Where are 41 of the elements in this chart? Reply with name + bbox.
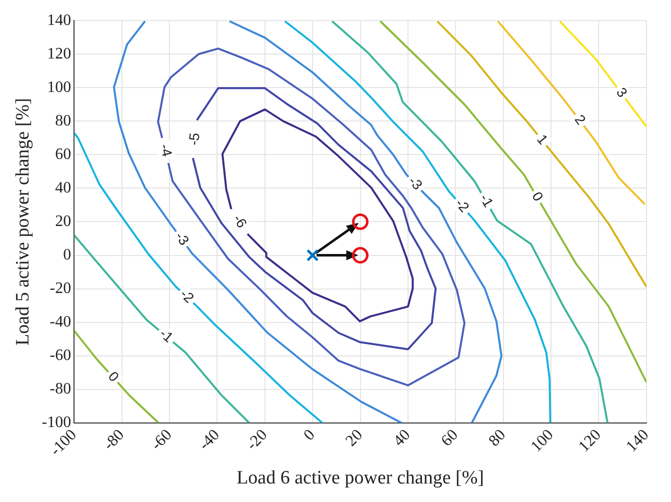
x-tick-label: -40 [196,426,223,454]
y-tick-label: 80 [55,112,72,130]
text: 0 [529,188,547,204]
text: -5 [185,132,202,146]
x-tick-label: 80 [486,426,510,450]
text: -2 [177,286,198,306]
y-tick-label: -60 [50,347,72,364]
x-tick-label: 140 [623,426,652,456]
y-tick-label: -100 [42,414,72,432]
text: 2 [572,112,590,128]
y-tick-label: 100 [47,78,72,96]
y-tick-label: -80 [50,380,72,398]
text: -3 [172,228,193,248]
y-axis-title: Load 5 active power change [%] [12,98,34,346]
text: -1 [156,325,177,346]
text: 0 [105,368,123,385]
y-tick-label: 20 [55,212,72,230]
y-tick-label: 120 [47,45,72,62]
text: 3 [613,84,631,100]
y-tick-label: 140 [47,12,72,29]
y-tick-label: 0 [63,246,72,264]
y-tick-label: -40 [50,314,72,331]
text: -1 [476,191,497,210]
y-tick-label: 40 [55,179,72,196]
y-tick-label: -20 [50,280,72,297]
text: -2 [452,195,473,216]
x-tick-label: 20 [342,426,366,450]
text: 1 [534,131,552,148]
text: -4 [157,142,176,158]
x-tick-label: 40 [390,426,414,450]
x-tick-label: 100 [528,426,557,456]
x-tick-label: 60 [438,426,462,450]
text: -6 [230,211,251,231]
x-tick-label: 0 [300,426,318,444]
x-tick-label: -80 [100,426,128,454]
x-tick-label: -60 [148,426,176,454]
text: -3 [406,172,426,193]
x-tick-label: 120 [576,426,605,456]
y-tick-label: 60 [55,146,72,163]
x-axis-title: Load 6 active power change [%] [236,468,484,489]
x-tick-label: -20 [244,426,271,454]
